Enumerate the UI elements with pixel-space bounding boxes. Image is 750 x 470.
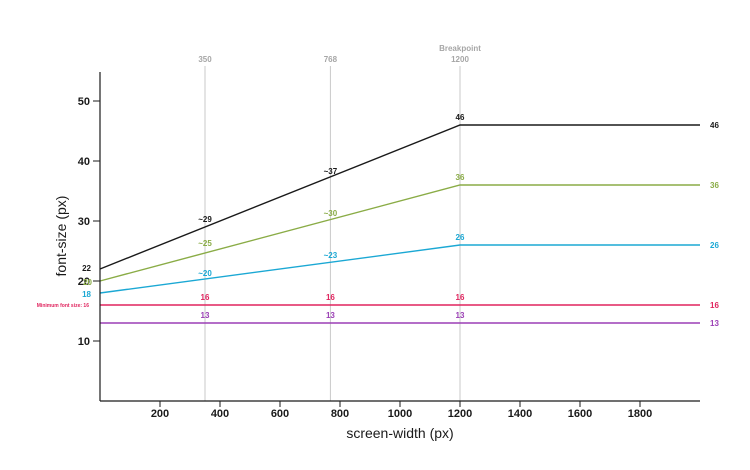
value-label-s1-4: 46 bbox=[710, 121, 719, 130]
value-label-s2-2: ~30 bbox=[324, 209, 338, 218]
y-tick-label-20: 20 bbox=[78, 276, 90, 288]
value-label-s3-0: 18 bbox=[82, 290, 91, 299]
value-label-s1-2: ~37 bbox=[324, 167, 338, 176]
value-label-s4-4: 16 bbox=[710, 301, 719, 310]
value-label-s3-1: ~20 bbox=[198, 269, 212, 278]
x-tick-label-1600: 1600 bbox=[568, 408, 592, 420]
series-line-2 bbox=[99, 184, 700, 282]
value-label-s4-2: 16 bbox=[326, 293, 335, 302]
reference-line-label-768: 768 bbox=[324, 55, 338, 64]
y-tick-label-50: 50 bbox=[78, 96, 90, 108]
reference-line-label-350: 350 bbox=[198, 55, 212, 64]
y-tick-label-40: 40 bbox=[78, 156, 90, 168]
reference-line-label-1200: 1200 bbox=[451, 55, 469, 64]
value-label-s1-1: ~29 bbox=[198, 215, 212, 224]
value-label-s3-2: ~23 bbox=[324, 251, 338, 260]
value-label-s4-3: 16 bbox=[456, 293, 465, 302]
y-axis-title: font-size (px) bbox=[53, 196, 69, 277]
x-tick-label-1200: 1200 bbox=[448, 408, 472, 420]
x-tick-label-800: 800 bbox=[331, 408, 349, 420]
value-label-s1-0: 22 bbox=[82, 264, 91, 273]
reference-line-title: Breakpoint bbox=[439, 44, 481, 53]
value-label-s5-0: 13 bbox=[201, 311, 210, 320]
x-tick-label-200: 200 bbox=[151, 408, 169, 420]
series-line-1 bbox=[99, 124, 700, 270]
value-label-s4-1: 16 bbox=[201, 293, 210, 302]
value-labels: 22 ~29 ~37 46 46 20 ~25 ~30 36 36 18 ~20 ~23 26 26 Mini… bbox=[37, 113, 720, 328]
value-label-s2-1: ~25 bbox=[198, 239, 212, 248]
x-tick-label-400: 400 bbox=[211, 408, 229, 420]
value-label-s2-0: 20 bbox=[83, 278, 92, 287]
x-tick-label-1800: 1800 bbox=[628, 408, 652, 420]
ticks: 200 400 600 800 1000 1200 1400 1600 1800 10 20 30 40… bbox=[78, 96, 652, 420]
x-tick-label-600: 600 bbox=[271, 408, 289, 420]
value-label-s3-3: 26 bbox=[456, 233, 465, 242]
x-tick-label-1400: 1400 bbox=[508, 408, 532, 420]
series-line-3 bbox=[99, 244, 700, 294]
value-label-s5-1: 13 bbox=[326, 311, 335, 320]
x-tick-label-1000: 1000 bbox=[388, 408, 412, 420]
value-label-s2-4: 36 bbox=[710, 181, 719, 190]
y-tick-label-10: 10 bbox=[78, 336, 90, 348]
value-label-s1-3: 46 bbox=[456, 113, 465, 122]
reference-lines: 350 768 1200 Breakpoint bbox=[198, 44, 481, 401]
axes bbox=[99, 72, 700, 402]
y-tick-label-30: 30 bbox=[78, 216, 90, 228]
value-label-s2-3: 36 bbox=[456, 173, 465, 182]
value-label-s4-0: Minimum font size: 16 bbox=[37, 303, 89, 309]
value-label-s3-4: 26 bbox=[710, 241, 719, 250]
series-lines bbox=[99, 124, 700, 324]
x-axis-title: screen-width (px) bbox=[346, 425, 453, 441]
value-label-s5-3: 13 bbox=[710, 319, 719, 328]
value-label-s5-2: 13 bbox=[456, 311, 465, 320]
